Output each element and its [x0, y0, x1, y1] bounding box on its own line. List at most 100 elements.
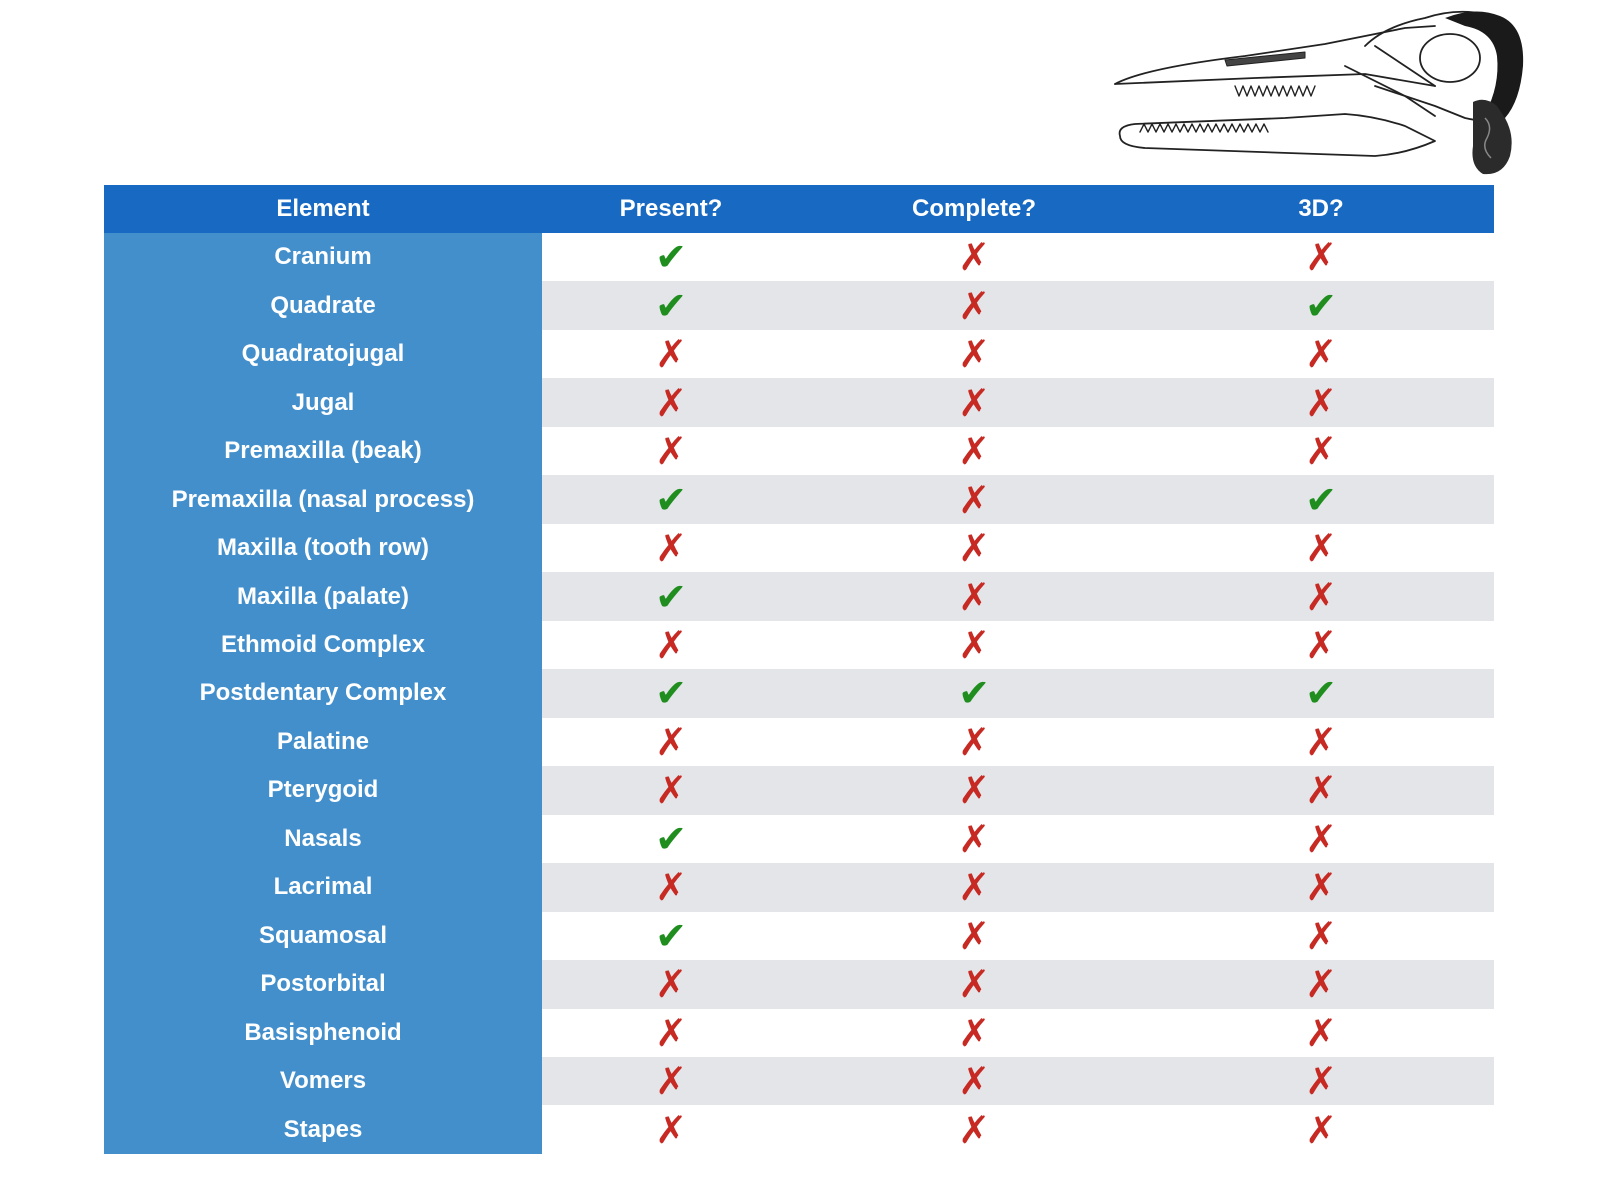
table-row: Postorbital ✗ ✗ ✗ — [104, 960, 1494, 1009]
element-name: Quadrate — [104, 281, 542, 330]
cross-icon: ✗ — [958, 816, 990, 861]
row-cells: ✗ ✗ ✗ — [542, 621, 1494, 669]
cross-icon: ✗ — [958, 283, 990, 328]
row-cells: ✗ ✗ ✗ — [542, 427, 1494, 475]
table-row: Premaxilla (beak) ✗ ✗ ✗ — [104, 426, 1494, 476]
table-row: Squamosal ✔ ✗ ✗ — [104, 911, 1494, 961]
cross-icon: ✗ — [655, 1059, 687, 1104]
skull-elements-table: Element Present? Complete? 3D? Cranium ✔ ✗… — [104, 185, 1494, 1154]
check-icon: ✔ — [655, 816, 687, 861]
table-row: Quadrate ✔ ✗ ✔ — [104, 281, 1494, 330]
element-name: Squamosal — [104, 911, 542, 961]
check-icon: ✔ — [655, 477, 687, 522]
row-cells: ✗ ✗ ✗ — [542, 960, 1494, 1009]
element-name: Premaxilla (beak) — [104, 426, 542, 476]
cross-icon: ✗ — [958, 235, 990, 280]
row-cells: ✗ ✗ ✗ — [542, 524, 1494, 572]
table-row: Nasals ✔ ✗ ✗ — [104, 814, 1494, 864]
cross-icon: ✗ — [958, 477, 990, 522]
cross-icon: ✗ — [655, 622, 687, 667]
table-row: Jugal ✗ ✗ ✗ — [104, 378, 1494, 427]
check-icon: ✔ — [1305, 477, 1337, 522]
table-row: Ethmoid Complex ✗ ✗ ✗ — [104, 620, 1494, 670]
cross-icon: ✗ — [1305, 913, 1337, 958]
element-name: Jugal — [104, 378, 542, 427]
cross-icon: ✗ — [655, 332, 687, 377]
cross-icon: ✗ — [655, 1107, 687, 1152]
cross-icon: ✗ — [1305, 622, 1337, 667]
element-name: Ethmoid Complex — [104, 620, 542, 670]
table-row: Vomers ✗ ✗ ✗ — [104, 1056, 1494, 1106]
cross-icon: ✗ — [1305, 429, 1337, 474]
check-icon: ✔ — [1305, 671, 1337, 716]
cross-icon: ✗ — [958, 1010, 990, 1055]
cross-icon: ✗ — [1305, 816, 1337, 861]
cross-icon: ✗ — [1305, 962, 1337, 1007]
element-name: Pterygoid — [104, 766, 542, 815]
element-name: Maxilla (palate) — [104, 572, 542, 621]
row-cells: ✗ ✗ ✗ — [542, 863, 1494, 912]
element-name: Maxilla (tooth row) — [104, 523, 542, 573]
table-row: Quadratojugal ✗ ✗ ✗ — [104, 329, 1494, 379]
check-icon: ✔ — [1305, 283, 1337, 328]
element-name: Postdentary Complex — [104, 669, 542, 718]
table-row: Palatine ✗ ✗ ✗ — [104, 717, 1494, 767]
cross-icon: ✗ — [1305, 332, 1337, 377]
table-body: Cranium ✔ ✗ ✗ Quadrate ✔ ✗ ✔ Quadratojugal ✗ ✗ ✗ Jug… — [104, 233, 1494, 1154]
cross-icon: ✗ — [1305, 574, 1337, 619]
header-complete: Complete? — [911, 195, 1036, 222]
row-cells: ✔ ✗ ✗ — [542, 815, 1494, 863]
cross-icon: ✗ — [958, 429, 990, 474]
check-icon: ✔ — [655, 235, 687, 280]
cross-icon: ✗ — [958, 526, 990, 571]
cross-icon: ✗ — [655, 526, 687, 571]
skull-illustration — [1114, 10, 1524, 175]
cross-icon: ✗ — [655, 865, 687, 910]
header-element: Element — [276, 195, 370, 222]
cross-icon: ✗ — [1305, 1107, 1337, 1152]
cross-icon: ✗ — [1305, 768, 1337, 813]
header-3d: 3D? — [1298, 195, 1344, 222]
table-row: Maxilla (tooth row) ✗ ✗ ✗ — [104, 523, 1494, 573]
element-name: Basisphenoid — [104, 1008, 542, 1057]
table-row: Lacrimal ✗ ✗ ✗ — [104, 863, 1494, 912]
element-name: Vomers — [104, 1056, 542, 1106]
row-cells: ✔ ✗ ✗ — [542, 912, 1494, 960]
check-icon: ✔ — [655, 283, 687, 328]
cross-icon: ✗ — [958, 962, 990, 1007]
table-row: Pterygoid ✗ ✗ ✗ — [104, 766, 1494, 815]
table-row: Stapes ✗ ✗ ✗ — [104, 1105, 1494, 1154]
row-cells: ✗ ✗ ✗ — [542, 378, 1494, 427]
cross-icon: ✗ — [1305, 380, 1337, 425]
table-row: Premaxilla (nasal process) ✔ ✗ ✔ — [104, 475, 1494, 524]
cross-icon: ✗ — [958, 865, 990, 910]
cross-icon: ✗ — [958, 1059, 990, 1104]
row-cells: ✗ ✗ ✗ — [542, 330, 1494, 378]
check-icon: ✔ — [655, 671, 687, 716]
element-name: Postorbital — [104, 960, 542, 1009]
header-present: Present? — [619, 195, 723, 222]
check-icon: ✔ — [958, 671, 990, 716]
row-cells: ✗ ✗ ✗ — [542, 718, 1494, 766]
element-name: Nasals — [104, 814, 542, 864]
row-cells: ✗ ✗ ✗ — [542, 1009, 1494, 1057]
row-cells: ✗ ✗ ✗ — [542, 766, 1494, 815]
row-cells: ✔ ✗ ✗ — [542, 572, 1494, 621]
table-row: Cranium ✔ ✗ ✗ — [104, 233, 1494, 282]
table-row: Basisphenoid ✗ ✗ ✗ — [104, 1008, 1494, 1057]
element-name: Quadratojugal — [104, 329, 542, 379]
check-icon: ✔ — [655, 574, 687, 619]
cross-icon: ✗ — [1305, 865, 1337, 910]
row-cells: ✔ ✗ ✔ — [542, 475, 1494, 524]
cross-icon: ✗ — [655, 1010, 687, 1055]
cross-icon: ✗ — [1305, 1059, 1337, 1104]
cross-icon: ✗ — [958, 719, 990, 764]
check-icon: ✔ — [655, 913, 687, 958]
cross-icon: ✗ — [1305, 1010, 1337, 1055]
row-cells: ✔ ✗ ✗ — [542, 233, 1494, 281]
element-name: Stapes — [104, 1105, 542, 1154]
cross-icon: ✗ — [655, 768, 687, 813]
row-cells: ✗ ✗ ✗ — [542, 1105, 1494, 1153]
table-header: Element Present? Complete? 3D? — [104, 185, 1494, 233]
row-cells: ✔ ✗ ✔ — [542, 281, 1494, 330]
